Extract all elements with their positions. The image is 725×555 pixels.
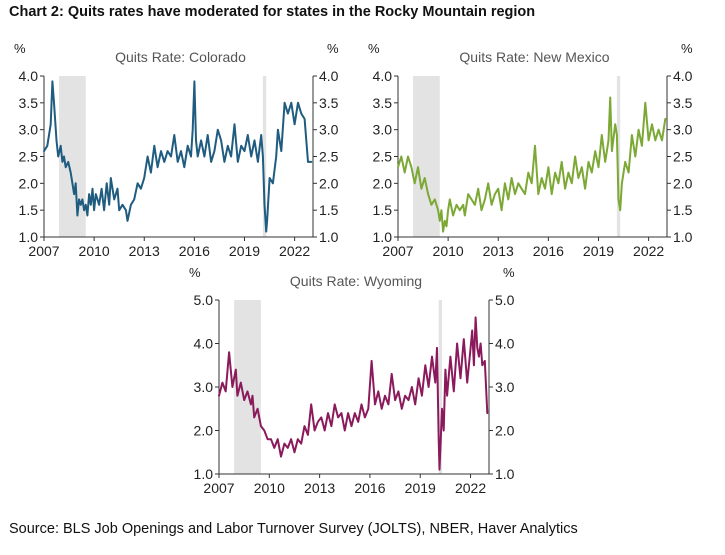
colorado-right-tick-label: 3.5 [319,95,339,111]
new-mexico-panel-title: Quits Rate: New Mexico [459,49,609,65]
new-mexico-series-line [397,96,667,233]
new-mexico-left-tick-label: 4.0 [373,68,393,84]
colorado-x-tick-label: 2010 [79,243,110,259]
colorado-x-tick-label: 2019 [229,243,260,259]
new-mexico-x-tick-label: 2007 [382,243,413,259]
new-mexico-recession-band-0 [413,76,440,237]
new-mexico-right-tick-label: 3.5 [673,95,693,111]
new-mexico-left-tick-label: 1.0 [373,229,393,245]
colorado-right-tick-label: 1.0 [319,229,339,245]
colorado-x-tick-label: 2007 [28,243,59,259]
new-mexico-x-tick-label: 2013 [483,243,514,259]
wyoming-right-tick-label: 3.0 [495,379,515,395]
new-mexico-right-tick-label: 4.0 [673,68,693,84]
colorado-left-tick-label: 4.0 [19,68,39,84]
colorado-right-tick-label: 3.0 [319,122,339,138]
colorado-right-tick-label: 2.0 [319,175,339,191]
wyoming-left-tick-label: 3.0 [194,379,214,395]
colorado-recession-band-1 [262,76,267,237]
new-mexico-right-tick-label: 1.0 [673,229,693,245]
wyoming-right-tick-label: 4.0 [495,336,515,352]
new-mexico-left-tick-label: 2.0 [373,175,393,191]
colorado-x-tick-label: 2016 [179,243,210,259]
colorado-left-tick-label: 1.0 [19,229,39,245]
colorado-right-tick-label: 1.5 [319,202,339,218]
wyoming-x-tick-label: 2019 [405,480,436,496]
wyoming-left-tick-label: 4.0 [194,336,214,352]
wyoming-x-tick-label: 2010 [254,480,285,496]
new-mexico-right-tick-label: 2.0 [673,175,693,191]
wyoming-left-unit-label: % [189,265,201,280]
new-mexico-left-tick-label: 3.0 [373,122,393,138]
colorado-series-line [43,80,313,233]
colorado-left-tick-label: 2.0 [19,175,39,191]
colorado-x-tick-label: 2013 [129,243,160,259]
colorado-left-tick-label: 1.5 [19,202,39,218]
new-mexico-x-tick-label: 2022 [633,243,664,259]
wyoming-right-tick-label: 2.0 [495,423,515,439]
new-mexico-left-unit-label: % [368,41,380,56]
chart-title: Chart 2: Quits rates have moderated for … [9,4,536,20]
new-mexico-x-tick-label: 2016 [533,243,564,259]
colorado-left-tick-label: 3.5 [19,95,39,111]
wyoming-left-tick-label: 2.0 [194,423,214,439]
source-note: Source: BLS Job Openings and Labor Turno… [9,521,578,537]
new-mexico-left-tick-label: 3.5 [373,95,393,111]
new-mexico-right-tick-label: 3.0 [673,122,693,138]
colorado-right-tick-label: 4.0 [319,68,339,84]
colorado-right-tick-label: 2.5 [319,149,339,165]
new-mexico-left-tick-label: 2.5 [373,149,393,165]
wyoming-panel-title: Quits Rate: Wyoming [290,273,422,289]
wyoming-left-tick-label: 1.0 [194,466,214,482]
colorado-right-unit-label: % [327,41,339,56]
new-mexico-x-tick-label: 2010 [433,243,464,259]
colorado-left-tick-label: 2.5 [19,149,39,165]
colorado-panel-title: Quits Rate: Colorado [115,49,246,65]
wyoming-right-tick-label: 5.0 [495,292,515,308]
wyoming-right-unit-label: % [503,265,515,280]
wyoming-x-tick-label: 2022 [455,480,486,496]
wyoming-recession-band-0 [234,300,261,474]
colorado-x-tick-label: 2022 [279,243,310,259]
wyoming-series-line [218,316,489,471]
wyoming-x-tick-label: 2016 [354,480,385,496]
new-mexico-right-unit-label: % [681,41,693,56]
colorado-left-unit-label: % [14,41,26,56]
new-mexico-recession-band-1 [616,76,621,237]
new-mexico-x-tick-label: 2019 [583,243,614,259]
wyoming-right-tick-label: 1.0 [495,466,515,482]
new-mexico-right-tick-label: 2.5 [673,149,693,165]
wyoming-x-tick-label: 2013 [304,480,335,496]
colorado-left-tick-label: 3.0 [19,122,39,138]
wyoming-recession-band-1 [438,300,443,474]
wyoming-left-tick-label: 5.0 [194,292,214,308]
new-mexico-left-tick-label: 1.5 [373,202,393,218]
wyoming-x-tick-label: 2007 [203,480,234,496]
new-mexico-right-tick-label: 1.5 [673,202,693,218]
